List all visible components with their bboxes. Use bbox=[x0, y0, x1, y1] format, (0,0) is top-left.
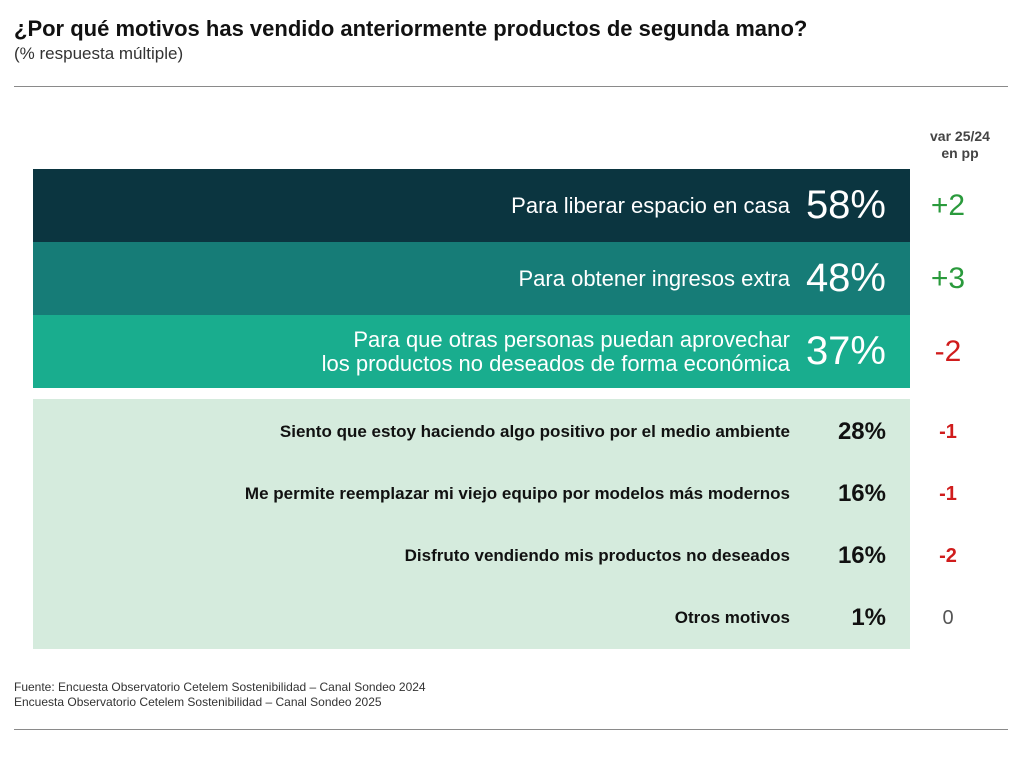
source-line1: Fuente: Encuesta Observatorio Cetelem So… bbox=[14, 680, 426, 694]
bar-label: Disfruto vendiendo mis productos no dese… bbox=[404, 546, 790, 565]
secondary-rows-panel bbox=[33, 399, 910, 649]
bar-label-line1: Para que otras personas puedan aprovecha… bbox=[353, 326, 790, 352]
variation-value: -1 bbox=[939, 482, 957, 505]
chart-title: ¿Por qué motivos has vendido anteriormen… bbox=[14, 16, 808, 41]
variation-value: -2 bbox=[939, 544, 957, 567]
variation-value: -1 bbox=[939, 420, 957, 443]
bar-row-7: Otros motivos 1% bbox=[33, 587, 910, 649]
bottom-divider bbox=[14, 729, 1008, 730]
bar-label-line1: Para obtener ingresos extra bbox=[518, 265, 791, 291]
bar-value: 28% bbox=[837, 418, 886, 445]
bar-row-3: Para que otras personas puedan aprovecha… bbox=[33, 315, 910, 388]
bar-label-line2: los productos no deseados de forma econó… bbox=[321, 350, 790, 376]
bar-label: Me permite reemplazar mi viejo equipo po… bbox=[244, 484, 790, 503]
bar-label: Siento que estoy haciendo algo positivo … bbox=[279, 422, 790, 441]
variation-header: var 25/24 en pp bbox=[908, 128, 1012, 162]
variation-value: 0 bbox=[942, 606, 954, 629]
bar-label: Para liberar espacio en casa bbox=[511, 169, 790, 242]
source-line2: Encuesta Observatorio Cetelem Sostenibil… bbox=[14, 695, 382, 709]
bar-label-line1: Para liberar espacio en casa bbox=[511, 192, 790, 218]
variation-header-line2: en pp bbox=[941, 145, 979, 161]
bar-row-1: Para liberar espacio en casa 58% bbox=[33, 169, 910, 242]
top-divider bbox=[14, 86, 1008, 87]
variation-value: +3 bbox=[930, 261, 966, 295]
bar-row-4: Siento que estoy haciendo algo positivo … bbox=[33, 401, 910, 463]
bar-row-2: Para obtener ingresos extra 48% bbox=[33, 242, 910, 315]
bar-value: 58% bbox=[805, 183, 886, 227]
source-note: Fuente: Encuesta Observatorio Cetelem So… bbox=[14, 680, 426, 710]
bar-label: Para que otras personas puedan aprovecha… bbox=[322, 315, 790, 388]
bar-label: Para obtener ingresos extra bbox=[519, 242, 791, 315]
variation-value: +2 bbox=[930, 188, 966, 222]
bar-value: 37% bbox=[805, 329, 886, 373]
bar-value: 16% bbox=[837, 542, 886, 569]
chart-subtitle: (% respuesta múltiple) bbox=[14, 44, 184, 63]
variation-header-line1: var 25/24 bbox=[930, 128, 990, 144]
bar-value: 16% bbox=[837, 480, 886, 507]
bar-row-6: Disfruto vendiendo mis productos no dese… bbox=[33, 525, 910, 587]
bar-value: 1% bbox=[851, 604, 886, 631]
bar-value: 48% bbox=[805, 256, 886, 300]
bar-row-5: Me permite reemplazar mi viejo equipo po… bbox=[33, 463, 910, 525]
bar-label: Otros motivos bbox=[674, 608, 790, 627]
variation-value: -2 bbox=[934, 334, 962, 368]
